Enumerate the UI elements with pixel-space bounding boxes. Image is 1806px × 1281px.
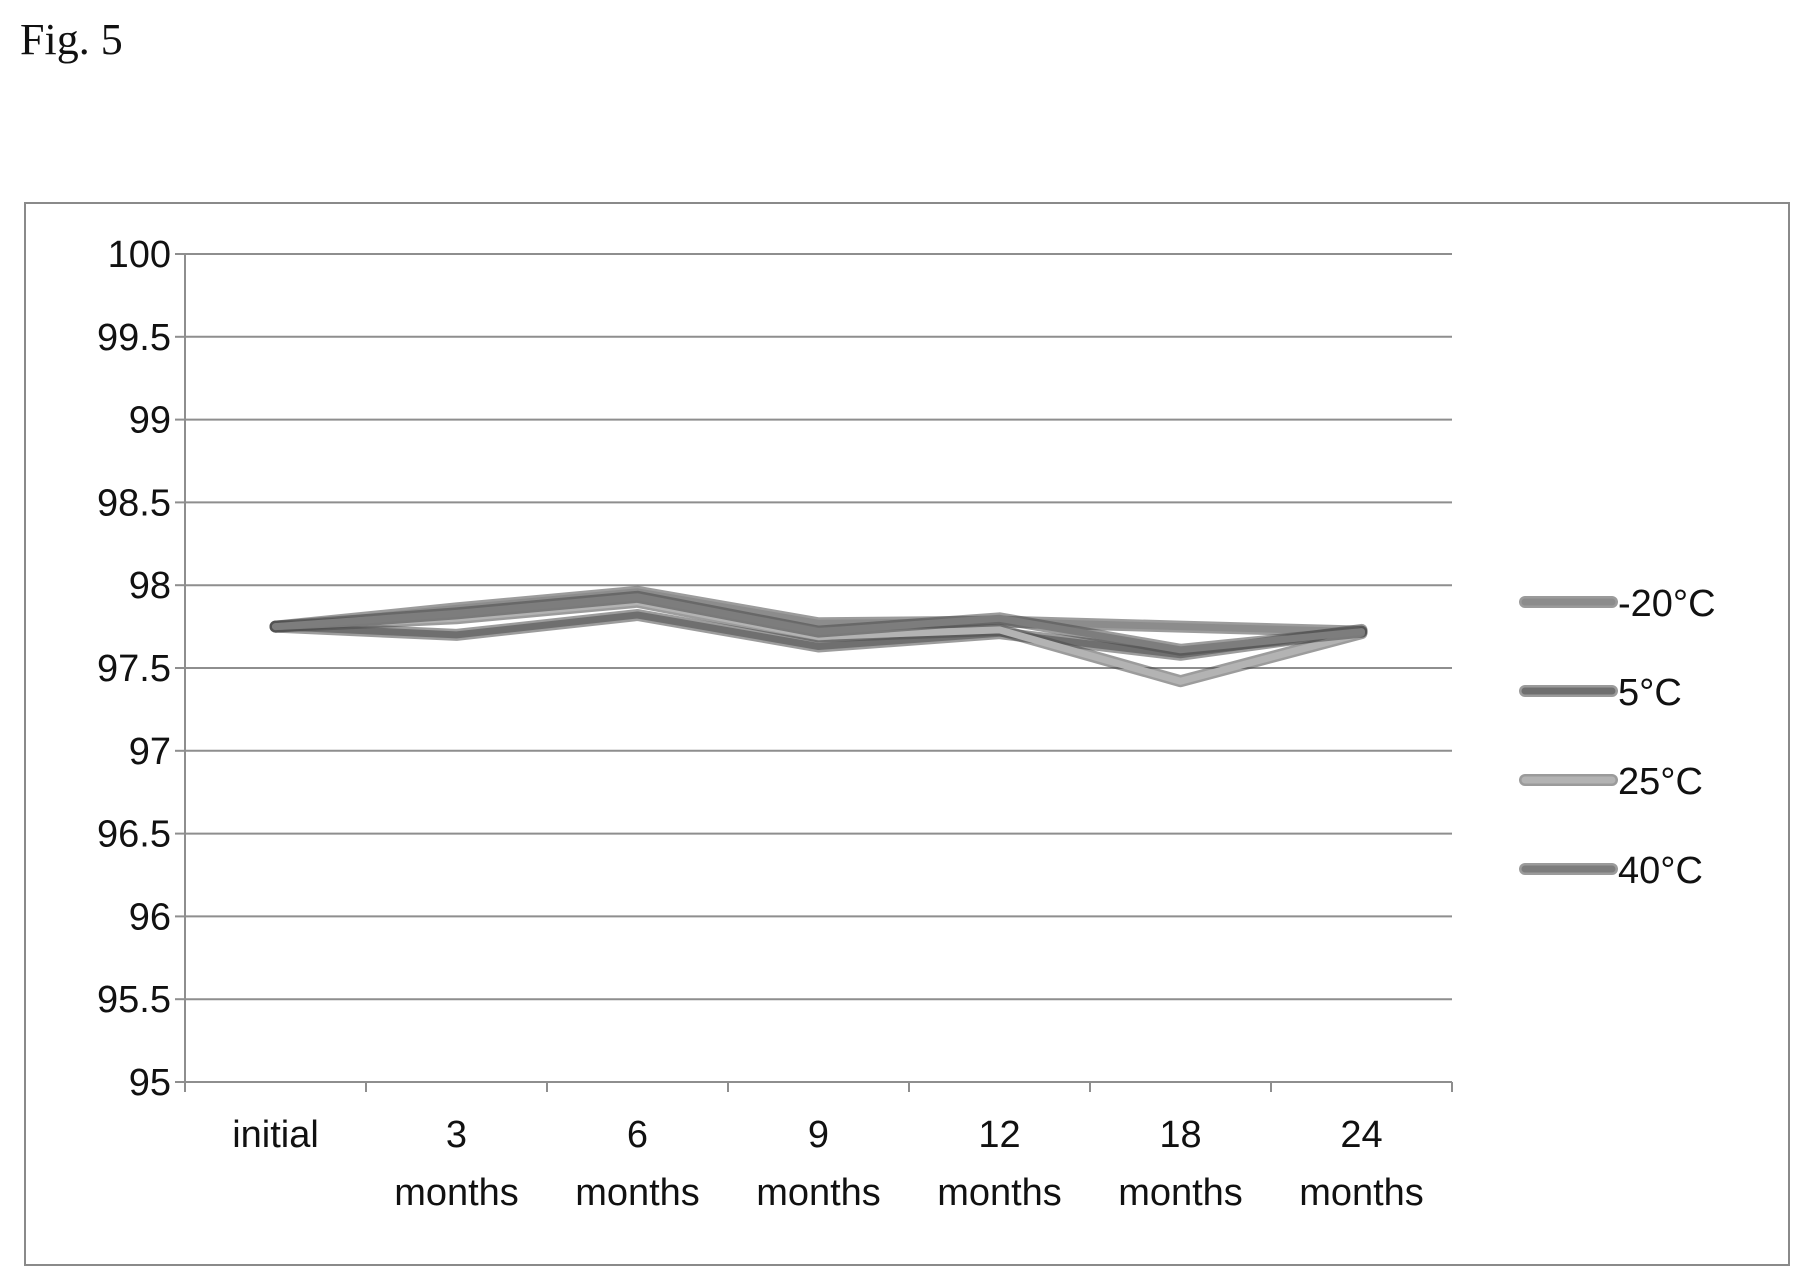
y-tick-label: 96.5 <box>97 814 171 856</box>
y-tick-label: 95.5 <box>97 979 171 1021</box>
y-tick-label: 100 <box>108 234 171 276</box>
y-tick-label: 98.5 <box>97 482 171 524</box>
x-tick-label: 6 months <box>575 1114 700 1214</box>
figure-label: Fig. 5 <box>20 15 123 64</box>
y-tick-label: 97 <box>129 731 171 773</box>
y-tick-label: 97.5 <box>97 648 171 690</box>
legend-label: -20°C <box>1618 583 1716 625</box>
x-tick-label: initial <box>232 1114 319 1156</box>
legend-label: 40°C <box>1618 850 1703 892</box>
y-tick-label: 95 <box>129 1062 171 1104</box>
y-tick-label: 99.5 <box>97 317 171 359</box>
x-tick-label: 9 months <box>756 1114 881 1214</box>
y-tick-label: 98 <box>129 565 171 607</box>
series-lines <box>269 585 1368 688</box>
gridlines <box>185 253 1452 1083</box>
axes: 100 99.5 99 98.5 98 97.5 97 96.5 96 95.5 95 initial… <box>97 234 1453 1214</box>
x-tick-label: 24 months <box>1299 1114 1424 1214</box>
x-tick-label: 3 months <box>394 1114 519 1214</box>
legend-label: 5°C <box>1618 672 1682 714</box>
y-tick-label: 99 <box>129 400 171 442</box>
series-line <box>272 593 1365 654</box>
chart-frame <box>24 202 1790 1266</box>
x-tick-label: 12 months <box>937 1114 1062 1214</box>
x-tick-label: 18 months <box>1118 1114 1243 1214</box>
legend: -20°C 5°C 25°C 40°C <box>1519 583 1716 892</box>
y-tick-label: 96 <box>129 896 171 938</box>
legend-label: 25°C <box>1618 761 1703 803</box>
